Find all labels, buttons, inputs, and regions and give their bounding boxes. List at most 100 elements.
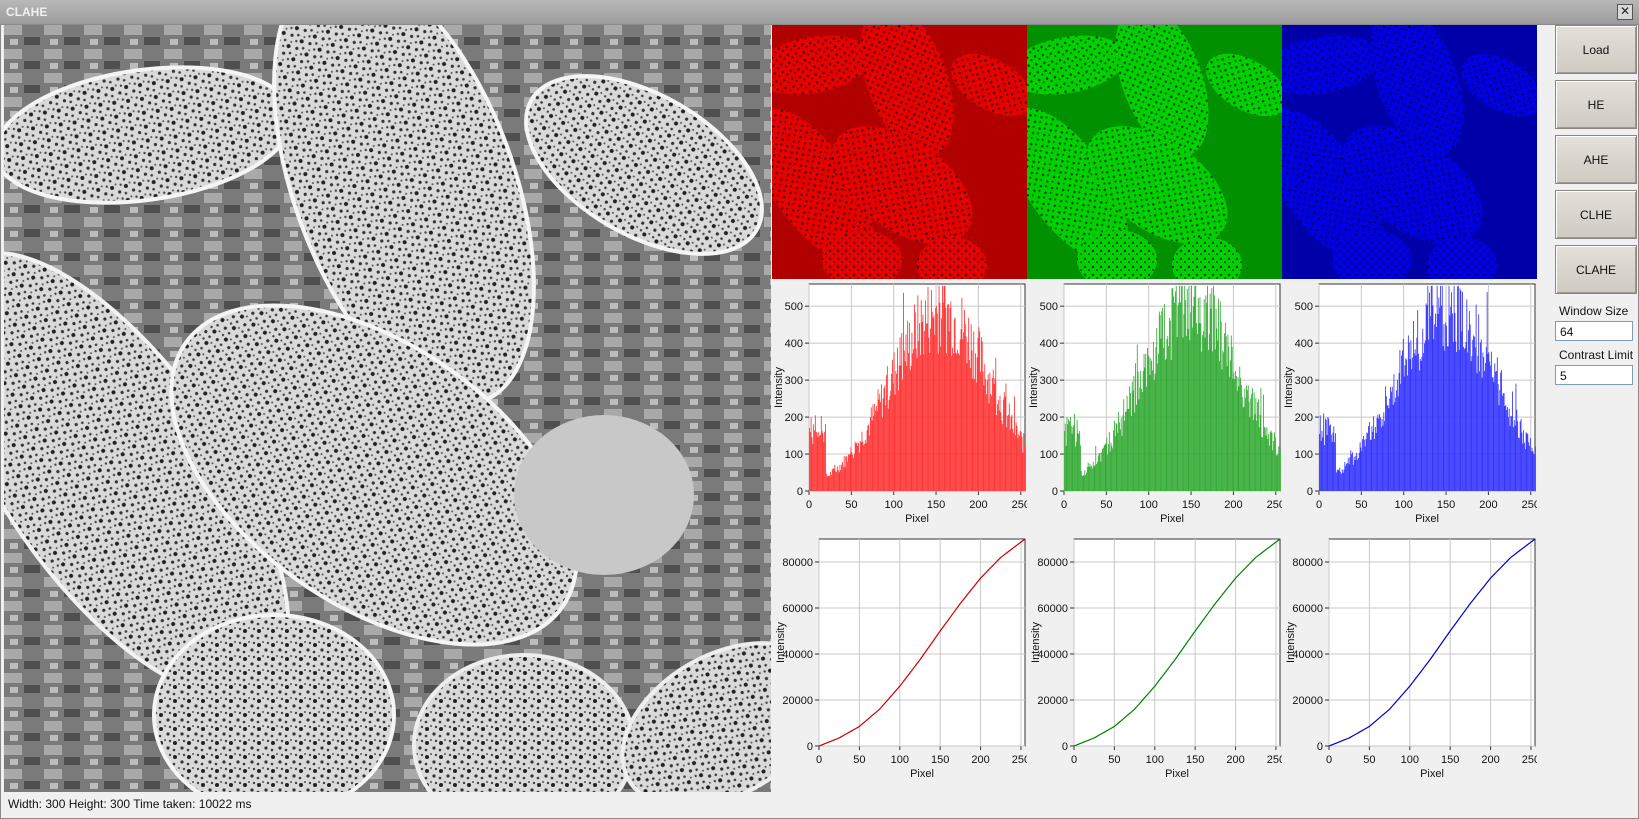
histogram-bar	[822, 433, 824, 491]
histogram-bar	[1158, 311, 1160, 491]
histogram-bar	[1158, 353, 1159, 491]
histogram-bar	[1241, 384, 1242, 491]
histogram-bar	[855, 443, 857, 491]
histogram-bar	[887, 408, 889, 491]
histogram-bar	[871, 420, 873, 491]
histogram-bar	[939, 302, 941, 491]
he-button[interactable]: HE	[1555, 80, 1637, 129]
histogram-bar	[1196, 323, 1197, 491]
histogram-bar	[903, 292, 904, 491]
histogram-bar	[881, 384, 882, 491]
histogram-bar	[928, 337, 930, 491]
histogram-bar	[992, 369, 994, 491]
plot-area	[1073, 538, 1281, 747]
histogram-bar	[1479, 342, 1481, 491]
histogram-bar	[1482, 352, 1484, 491]
histogram-bar	[1169, 317, 1170, 491]
histogram-bar	[978, 327, 980, 491]
histogram-bar	[1196, 333, 1198, 491]
red-histogram-chart: 0 50 100 150 200 250 0 100 200 300 400 500 Pixel Inte…	[772, 280, 1030, 535]
histogram-bar	[1474, 336, 1475, 491]
histogram-bar	[1113, 430, 1114, 491]
histogram-bar	[1402, 350, 1403, 491]
histogram-bar	[1523, 430, 1524, 491]
histogram-bar	[1212, 351, 1214, 491]
histogram-bar	[1017, 438, 1019, 491]
histogram-bar	[1238, 386, 1240, 491]
histogram-bar	[861, 431, 863, 491]
histogram-bar	[1515, 383, 1517, 491]
histogram-bar	[975, 353, 976, 491]
window-size-input[interactable]: 64	[1555, 321, 1633, 341]
histogram-bar	[877, 389, 879, 491]
histogram-bar	[1421, 356, 1423, 491]
histogram-bar	[1519, 421, 1521, 491]
histogram-bar	[1485, 347, 1487, 491]
x-tick-label: 100	[1146, 754, 1164, 766]
y-tick-label: 400	[1040, 338, 1058, 350]
histogram-bar	[845, 456, 847, 491]
histogram-bar	[1012, 428, 1014, 491]
histogram-bar	[1014, 435, 1016, 491]
histogram-bar	[1015, 422, 1017, 491]
histogram-bar	[1213, 295, 1215, 491]
histogram-bar	[1263, 426, 1265, 491]
x-axis-label: Pixel	[1415, 513, 1439, 525]
load-button[interactable]: Load	[1555, 25, 1637, 74]
histogram-bar	[1022, 452, 1024, 491]
ahe-button[interactable]: AHE	[1555, 135, 1637, 184]
status-text: Width: 300 Height: 300 Time taken: 10022…	[8, 797, 252, 811]
x-tick-label: 50	[853, 754, 865, 766]
histogram-bar	[1462, 291, 1463, 491]
histogram-bar	[1365, 439, 1367, 491]
histogram-bar	[847, 454, 849, 491]
histogram-bar	[1504, 406, 1506, 491]
histogram-bar	[854, 441, 856, 491]
histogram-bar	[1487, 353, 1489, 491]
histogram-bar	[1114, 436, 1116, 491]
histogram-bar	[908, 352, 909, 491]
histogram-bar	[1068, 418, 1070, 491]
histogram-bar	[873, 415, 875, 491]
histogram-bar	[1080, 471, 1082, 491]
contrast-limit-input[interactable]: 5	[1555, 365, 1633, 385]
clahe-button[interactable]: CLAHE	[1555, 245, 1637, 294]
histogram-bar	[1440, 305, 1442, 491]
histogram-bar	[836, 466, 838, 491]
histogram-bar	[1124, 420, 1125, 491]
histogram-bar	[1444, 350, 1446, 491]
histogram-bar	[1450, 306, 1452, 491]
histogram-bar	[903, 350, 905, 491]
histogram-bar	[814, 415, 816, 491]
histogram-bar	[876, 411, 878, 491]
histogram-bar	[1351, 454, 1353, 491]
histogram-bar	[892, 383, 894, 491]
histogram-bar	[1163, 347, 1164, 491]
histogram-bar	[1131, 381, 1133, 491]
histogram-bar	[983, 385, 985, 491]
histogram-bar	[1476, 373, 1478, 491]
clhe-button[interactable]: CLHE	[1555, 190, 1637, 239]
histogram-bar	[1438, 297, 1440, 491]
histogram-bar	[812, 444, 814, 491]
histogram-bar	[1108, 432, 1110, 491]
y-tick-label: 400	[785, 338, 803, 350]
histogram-bar	[841, 464, 843, 491]
histogram-bar	[1335, 433, 1336, 491]
histogram-bar	[1163, 303, 1165, 491]
histogram-bar	[994, 378, 996, 491]
y-tick-label: 0	[1317, 741, 1323, 753]
histogram-bar	[897, 390, 899, 491]
histogram-bar	[1344, 461, 1346, 491]
histogram-bar	[890, 390, 892, 491]
histogram-bar	[1070, 425, 1072, 491]
blue-cdf-chart: 0 50 100 150 200 250 0 20000 40000 60000 80000 Pixe…	[1282, 535, 1540, 792]
close-icon[interactable]: ✕	[1617, 4, 1633, 20]
x-tick-label: 250	[1267, 499, 1282, 511]
histogram-bar	[1171, 288, 1173, 491]
histogram-bar	[1489, 361, 1491, 491]
histogram-bar	[1324, 418, 1326, 491]
histogram-bar	[1150, 358, 1152, 491]
histogram-bar	[1019, 430, 1021, 491]
histogram-bar	[817, 437, 819, 491]
